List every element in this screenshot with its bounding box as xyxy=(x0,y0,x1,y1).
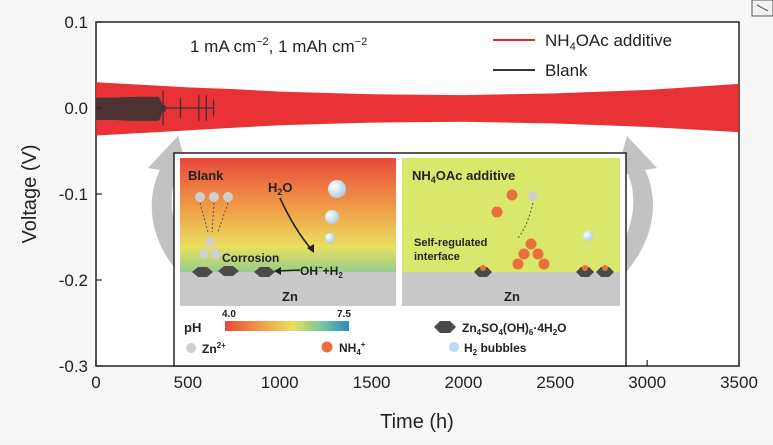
byproduct-hexagon xyxy=(596,267,614,277)
x-tick-label: 2500 xyxy=(536,373,574,392)
y-tick-label: -0.1 xyxy=(59,185,88,204)
mechanism-inset: Blank H2O Corrosion OH−+H2 xyxy=(173,152,627,367)
nh4-ion xyxy=(532,248,544,260)
x-tick-label: 3000 xyxy=(628,373,666,392)
ph-min-label: 4.0 xyxy=(222,309,236,320)
zn-ion xyxy=(199,249,209,259)
legend: NH4OAc additive Blank xyxy=(493,31,672,80)
legend-label-additive: NH4OAc additive xyxy=(545,31,672,53)
byproduct-hexagon xyxy=(192,267,213,277)
blank-panel: Blank H2O Corrosion OH−+H2 xyxy=(180,158,396,306)
nh4-ion-legend-marker xyxy=(321,341,333,353)
byproduct-hexagon xyxy=(218,266,239,276)
series-blank-band xyxy=(96,96,166,121)
zn-ion xyxy=(211,249,221,259)
self-regulated-label: Self-regulated interface xyxy=(414,237,487,263)
zn-ion xyxy=(205,237,215,247)
legend-label-blank: Blank xyxy=(545,61,588,80)
y-tick-label: 0.0 xyxy=(64,99,88,118)
zn-substrate-blank xyxy=(180,272,396,306)
nh4-ion xyxy=(518,248,530,260)
corrosion-label: Corrosion xyxy=(222,251,279,265)
nh4-ion xyxy=(538,258,550,270)
x-tick-label: 1500 xyxy=(353,373,391,392)
y-tick-label: -0.2 xyxy=(59,271,88,290)
corner-button[interactable] xyxy=(751,0,773,17)
h2-bubble xyxy=(325,233,335,243)
h2o-arrow xyxy=(279,197,313,251)
byproduct-legend-label: Zn4SO4(OH)6·4H2O xyxy=(462,321,567,337)
zn-ion-legend-label: Zn2+ xyxy=(202,341,226,356)
zn-substrate-label-additive: Zn xyxy=(504,289,520,304)
y-tick-label: 0.1 xyxy=(64,13,88,32)
h2-bubble-legend-marker xyxy=(449,342,459,352)
byproduct-legend-marker xyxy=(434,321,456,333)
x-tick-label: 2000 xyxy=(445,373,483,392)
zn-ion-legend-marker xyxy=(186,343,196,353)
h2o-label: H2O xyxy=(268,180,293,197)
h2-bubble-legend-label: H2 bubbles xyxy=(464,341,527,357)
x-axis-title: Time (h) xyxy=(380,411,454,433)
nh4-ion-legend-label: NH4+ xyxy=(339,340,366,357)
inset-legend: pH 4.0 7.5 Zn2+ NH4+ Zn4SO4(OH)6·4H2O H2… xyxy=(184,309,567,357)
zn-ion xyxy=(209,192,219,202)
h2-bubble xyxy=(325,210,339,224)
zn-ion xyxy=(528,191,538,201)
h2-bubble xyxy=(328,180,346,198)
nh4-ion xyxy=(512,258,524,270)
ph-max-label: 7.5 xyxy=(337,309,351,320)
nh4-ion xyxy=(491,206,503,218)
zn-substrate-additive xyxy=(402,272,620,306)
byproduct-hexagon xyxy=(576,267,594,277)
byproduct-hexagon xyxy=(254,267,275,277)
axis-ticks: 0 500 1000 1500 2000 2500 3000 3500 0.1 0.0 -0.1 -0… xyxy=(59,13,758,392)
blank-panel-title: Blank xyxy=(188,168,224,183)
series-additive-band xyxy=(96,82,739,136)
zn-ion xyxy=(195,192,205,202)
x-tick-label: 500 xyxy=(174,373,202,392)
additive-panel: NH4OAc additive Self-regulated interface xyxy=(402,158,620,306)
condition-sup-2: −2 xyxy=(355,36,368,48)
byproduct-hexagon xyxy=(474,267,492,277)
ph-colorbar xyxy=(225,321,349,331)
corner-glyph-icon xyxy=(756,4,769,12)
zn-substrate-label-blank: Zn xyxy=(282,289,298,304)
h2-bubble xyxy=(583,231,593,241)
condition-sup-1: −2 xyxy=(256,36,269,48)
series-layer xyxy=(96,82,739,136)
additive-panel-title: NH4OAc additive xyxy=(412,168,515,185)
x-tick-label: 0 xyxy=(91,373,100,392)
zn-ion xyxy=(223,192,233,202)
x-tick-label: 1000 xyxy=(261,373,299,392)
x-tick-label: 3500 xyxy=(720,373,758,392)
nh4-ion xyxy=(506,189,518,201)
condition-label: 1 mA cm−2, 1 mAh cm−2 xyxy=(190,36,367,56)
ph-label: pH xyxy=(184,320,201,335)
y-tick-label: -0.3 xyxy=(59,357,88,376)
y-axis-title: Voltage (V) xyxy=(19,145,41,244)
nh4-ion xyxy=(525,238,537,250)
reaction-label: OH−+H2 xyxy=(300,263,343,280)
